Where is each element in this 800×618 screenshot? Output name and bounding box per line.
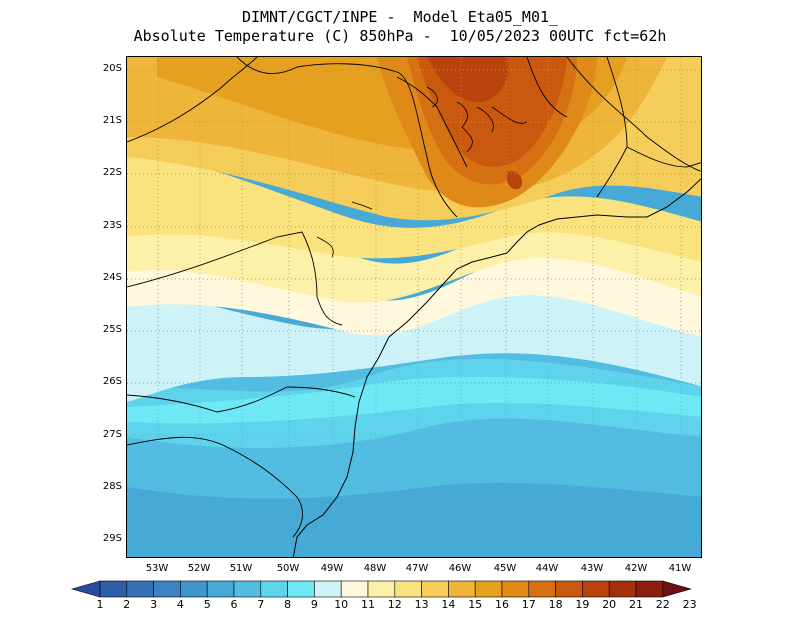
colorbar-label: 20	[602, 598, 617, 611]
colorbar-cell	[99, 580, 128, 598]
field-band-12	[127, 177, 701, 303]
lon-label: 47W	[405, 563, 429, 574]
colorbar-cell	[367, 580, 396, 598]
colorbar-label: 18	[548, 598, 563, 611]
map-canvas	[127, 57, 701, 557]
field-band-9	[127, 376, 701, 424]
colorbar-label: 21	[629, 598, 643, 611]
colorbar-label: 7	[257, 598, 265, 611]
colorbar-label: 2	[123, 598, 131, 611]
lat-label: 28S	[102, 481, 122, 492]
colorbar-cell	[314, 580, 342, 598]
lat-label: 25S	[102, 324, 122, 335]
colorbar-label: 17	[521, 598, 536, 611]
colorbar-label: 19	[575, 598, 590, 611]
colorbar-label: 8	[284, 598, 292, 611]
colorbar-label: 15	[468, 598, 483, 611]
colorbar-label: 1	[96, 598, 104, 611]
colorbar-label: 6	[230, 598, 238, 611]
lon-label: 46W	[448, 563, 472, 574]
lakes	[316, 86, 528, 258]
lat-label: 26S	[102, 376, 122, 387]
lat-label: 21S	[102, 115, 122, 126]
colorbar-cell	[555, 580, 583, 598]
lon-label: 50W	[276, 563, 300, 574]
lon-label: 52W	[187, 563, 211, 574]
lat-label: 24S	[102, 272, 122, 283]
lon-label: 49W	[320, 563, 344, 574]
colorbar	[70, 580, 692, 598]
colorbar-label: 12	[387, 598, 402, 611]
colorbar-cell	[421, 580, 449, 598]
lon-label: 45W	[493, 563, 517, 574]
title-line-2: Absolute Temperature (C) 850hPa - 10/05/…	[133, 27, 667, 45]
lon-label: 43W	[580, 563, 604, 574]
field-band-13	[127, 147, 701, 262]
colorbar-label: 11	[361, 598, 375, 611]
colorbar-cell	[180, 580, 208, 598]
coastline	[292, 178, 701, 557]
colorbar-label: 13	[414, 598, 429, 611]
lon-label: 41W	[668, 563, 692, 574]
lon-label: 53W	[145, 563, 169, 574]
colorbar-cell	[206, 580, 235, 598]
field-band-20	[427, 57, 509, 103]
colorbar-cell	[528, 580, 556, 598]
lat-label: 22S	[102, 167, 122, 178]
colorbar-cell	[582, 580, 610, 598]
lat-label: 20S	[102, 63, 122, 74]
colorbar-label: 10	[334, 598, 349, 611]
colorbar-cell	[340, 580, 369, 598]
colorbar-arrow-right	[662, 580, 692, 598]
colorbar-label: 9	[310, 598, 318, 611]
graticule	[127, 57, 701, 557]
colorbar-cell	[474, 580, 503, 598]
lon-label: 48W	[363, 563, 387, 574]
lon-label: 42W	[624, 563, 648, 574]
title-line-1: DIMNT/CGCT/INPE - Model Eta05_M01_	[241, 8, 559, 26]
field-band-20b	[506, 171, 523, 190]
colorbar-label: 14	[441, 598, 456, 611]
colorbar-cell	[153, 580, 181, 598]
lon-label: 51W	[229, 563, 253, 574]
lat-label: 27S	[102, 429, 122, 440]
colorbar-cell	[233, 580, 262, 598]
colorbar-cell	[635, 580, 664, 598]
colorbar-cell	[260, 580, 288, 598]
colorbar-cell	[287, 580, 315, 598]
temperature-map	[126, 56, 702, 558]
colorbar-label: 3	[150, 598, 158, 611]
colorbar-cell	[448, 580, 476, 598]
field-band-11	[127, 237, 701, 337]
lat-label: 23S	[102, 220, 122, 231]
colorbar-cell	[608, 580, 637, 598]
colorbar-cell	[126, 580, 154, 598]
colorbar-label: 5	[203, 598, 211, 611]
colorbar-cell	[501, 580, 530, 598]
field-band-10	[127, 286, 701, 402]
colorbar-label: 23	[682, 598, 697, 611]
colorbar-label: 16	[495, 598, 509, 611]
colorbar-arrow-left	[70, 580, 101, 598]
colorbar-label: 4	[176, 598, 184, 611]
colorbar-label: 22	[655, 598, 670, 611]
lon-label: 44W	[535, 563, 559, 574]
state-borders	[127, 57, 701, 538]
lat-label: 29S	[102, 533, 122, 544]
colorbar-cell	[394, 580, 422, 598]
